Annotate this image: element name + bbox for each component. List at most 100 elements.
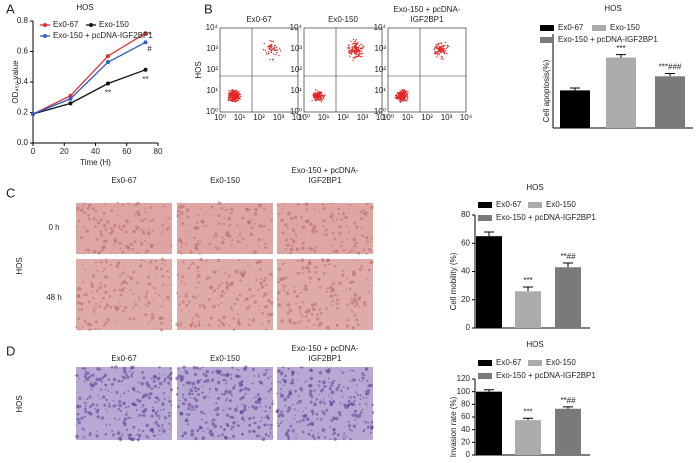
cell (119, 304, 122, 307)
flow-event (361, 55, 363, 58)
cell (345, 288, 347, 291)
cell (103, 284, 107, 288)
cell (199, 368, 202, 371)
flow-event (270, 47, 272, 49)
cell (112, 244, 115, 247)
flow-event (235, 89, 237, 92)
cell (179, 240, 182, 243)
cell (332, 428, 335, 431)
cell (205, 369, 209, 374)
flow-event (403, 98, 405, 101)
bar (606, 57, 636, 128)
cell (125, 373, 129, 377)
cell (297, 379, 299, 381)
cell (358, 403, 361, 406)
cell (196, 286, 198, 289)
cell (111, 430, 114, 433)
flow-tick: 10⁴ (292, 113, 305, 122)
cell (198, 322, 200, 325)
cell (229, 224, 232, 226)
cell (329, 294, 333, 299)
cell (143, 260, 146, 263)
cell (229, 212, 232, 215)
cell (241, 380, 244, 383)
flow-tick: 10⁴ (290, 23, 303, 32)
cell (145, 249, 149, 253)
cell (284, 284, 287, 288)
cell (143, 303, 146, 306)
cell (341, 241, 344, 243)
flow-event (358, 55, 360, 57)
cell (133, 240, 137, 243)
cell (87, 217, 91, 221)
cell (366, 240, 370, 244)
cell (283, 397, 287, 402)
cell (104, 432, 108, 436)
cell (249, 208, 252, 211)
cell (179, 411, 183, 415)
cell (168, 376, 173, 381)
cell (308, 276, 312, 280)
cell (116, 261, 121, 265)
legend-label: Exo-150 + pcDNA-IGF2BP1 (496, 371, 596, 380)
flow-event (231, 97, 234, 99)
cell (239, 409, 244, 414)
cell (319, 418, 323, 421)
cell (114, 365, 118, 369)
y-tick-label: 20 (461, 295, 470, 304)
cell (88, 433, 92, 437)
cell (334, 416, 339, 421)
cell (156, 423, 159, 426)
cell (244, 300, 247, 302)
cell (365, 367, 369, 371)
flow-event (438, 53, 440, 56)
bar (655, 76, 685, 128)
error-bar (523, 417, 533, 421)
cell (164, 264, 167, 266)
flow-event (263, 42, 265, 45)
flow-event (400, 93, 403, 96)
cell (306, 423, 310, 427)
error-bar (563, 262, 573, 268)
cell (77, 219, 81, 223)
flow-event (348, 49, 350, 52)
cell (258, 308, 261, 311)
cell (258, 245, 260, 248)
y-axis-label: Cell mobility (%) (449, 252, 458, 310)
flow-event (395, 96, 398, 99)
cell (139, 399, 142, 402)
cell (228, 324, 231, 327)
cell (167, 396, 170, 398)
cell (145, 293, 148, 296)
cell (306, 265, 309, 268)
cell (349, 438, 352, 441)
cell (251, 215, 254, 217)
cell (198, 320, 201, 323)
cell (330, 303, 333, 306)
cell (178, 296, 181, 298)
cell (330, 301, 332, 304)
cell (124, 230, 128, 234)
cell (123, 422, 127, 427)
flow-event (231, 95, 233, 98)
cell (150, 312, 154, 316)
cell (238, 232, 242, 236)
cell (99, 398, 101, 400)
cell (220, 321, 224, 325)
cell (182, 365, 186, 369)
cell (193, 263, 195, 265)
cell (267, 376, 270, 380)
cell (242, 229, 245, 232)
flow-event (323, 95, 326, 97)
cell (328, 394, 330, 397)
cell (91, 274, 96, 278)
cell (364, 374, 366, 377)
cell (251, 218, 254, 221)
flow-event (405, 94, 407, 97)
cell (77, 317, 81, 320)
flow-event (239, 93, 242, 96)
cell (193, 372, 198, 376)
cell (116, 201, 120, 205)
cell (149, 260, 153, 264)
cell (282, 289, 286, 292)
